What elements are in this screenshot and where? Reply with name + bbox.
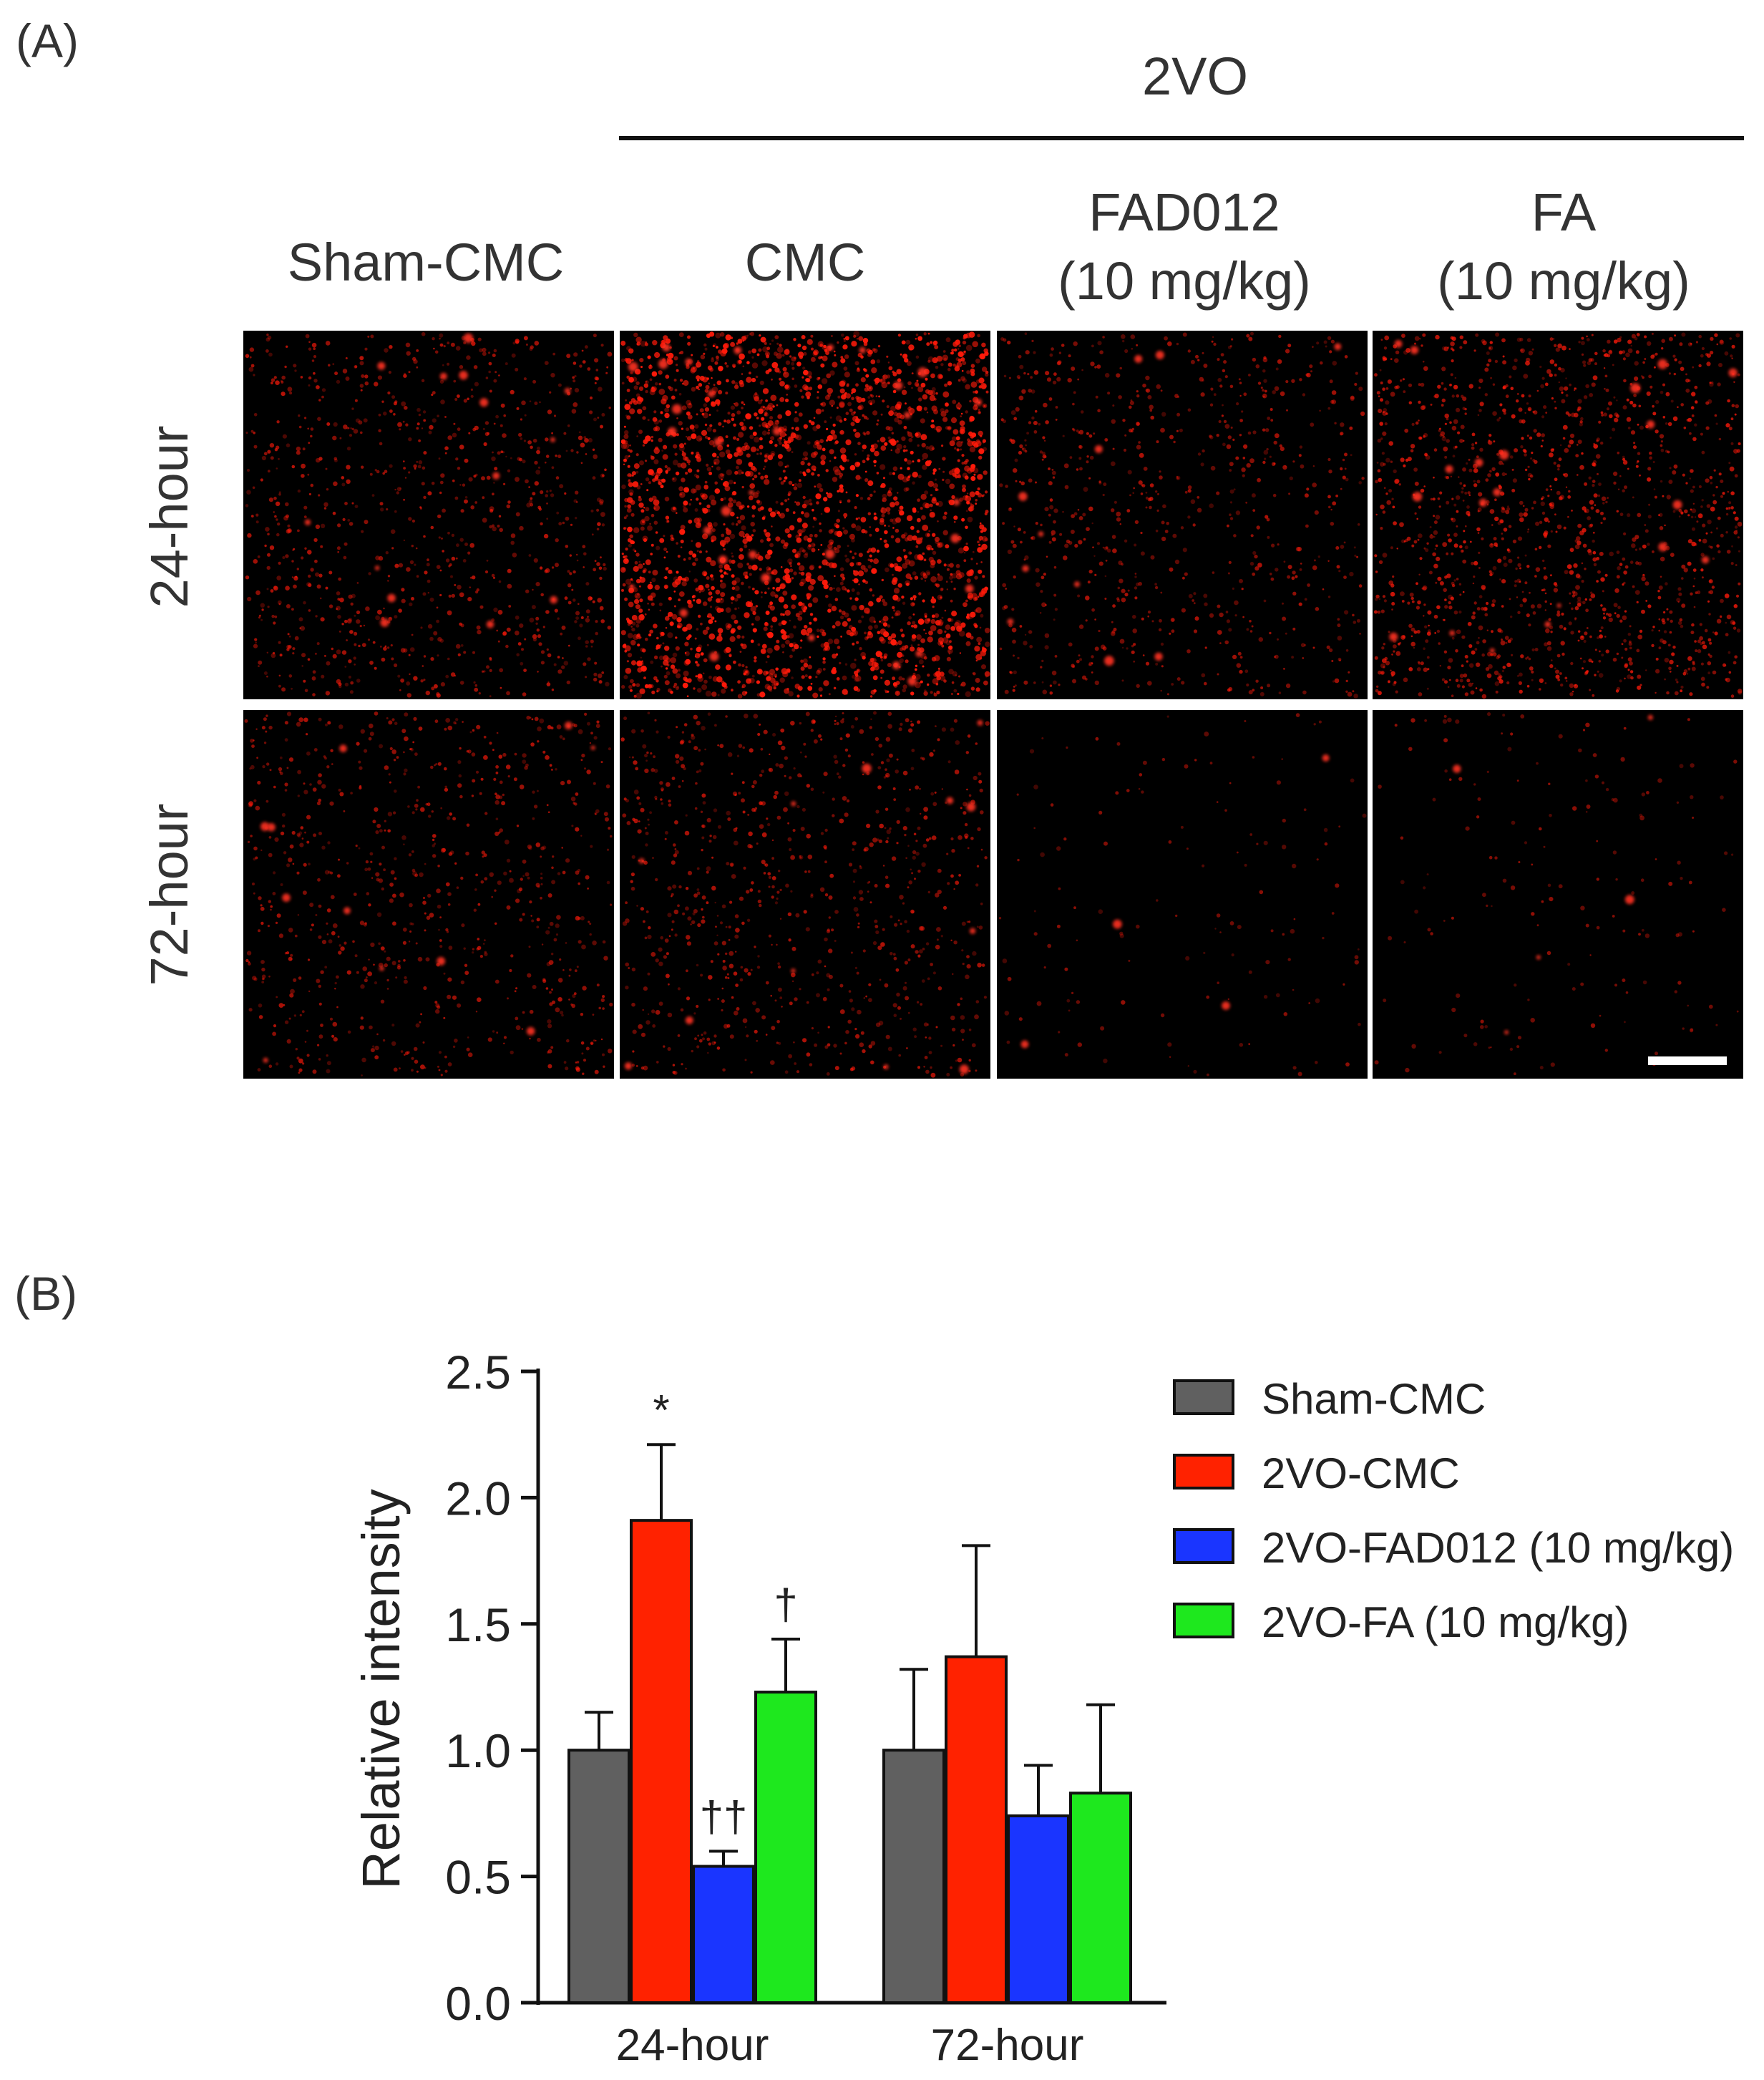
y-tick-label: 2.5 (445, 1346, 511, 1399)
row-label-72-hour: 72-hour (140, 803, 199, 986)
legend-label: 2VO-FAD012 (10 mg/kg) (1262, 1524, 1734, 1572)
micrograph-grid (243, 331, 1743, 1079)
column-header-cmc: CMC (745, 233, 866, 292)
bar-2vo-fa-10-mg-kg--24-hour (754, 1691, 817, 2004)
legend-swatch (1173, 1603, 1234, 1638)
y-tick-label: 0.5 (445, 1851, 511, 1904)
micrograph-tile-24-hour-col1 (243, 331, 614, 699)
column-headers: Sham-CMC CMC FAD012 (10 mg/kg) FA (10 mg… (288, 183, 1690, 311)
bar-2vo-fad012-10-mg-kg--72-hour (1007, 1814, 1070, 2004)
row-labels: 24-hour 72-hour (140, 425, 199, 986)
legend-label: 2VO-CMC (1262, 1449, 1460, 1497)
legend-swatch (1173, 1379, 1234, 1415)
legend-label: 2VO-FA (10 mg/kg) (1262, 1598, 1629, 1646)
column-header-fad012-dose: (10 mg/kg) (1058, 251, 1311, 311)
legend-item: Sham-CMC (1173, 1375, 1486, 1423)
bar-2vo-cmc-72-hour (945, 1655, 1008, 2005)
column-header-fa-dose: (10 mg/kg) (1437, 251, 1690, 311)
bar-sham-cmc-72-hour (882, 1749, 945, 2004)
y-tick-label: 1.0 (445, 1724, 511, 1777)
micrograph-tile-72-hour-col1 (243, 710, 614, 1079)
panel-b-label: (B) (14, 1267, 77, 1320)
legend-item: 2VO-CMC (1173, 1449, 1460, 1497)
bar-2vo-cmc-24-hour (630, 1519, 693, 2005)
group-label-2vo: 2VO (1142, 47, 1248, 106)
column-header-fad012: FAD012 (1088, 183, 1280, 242)
significance-marker: †† (700, 1792, 748, 1840)
chart-legend: Sham-CMC 2VO-CMC 2VO-FAD012 (10 mg/kg) 2VO-… (1173, 1375, 1734, 1646)
bar-2vo-fa-10-mg-kg--72-hour (1069, 1792, 1132, 2005)
panel-a: (A) 2VO Sham-CMC CMC FAD012 (10 mg/kg) F… (16, 14, 1744, 1079)
row-label-24-hour: 24-hour (140, 425, 199, 608)
legend-label: Sham-CMC (1262, 1375, 1486, 1423)
micrograph-tile-24-hour-col4 (1373, 331, 1743, 699)
x-tick-label: 72-hour (931, 2021, 1084, 2070)
y-tick-label: 1.5 (445, 1598, 511, 1651)
y-tick-label: 2.0 (445, 1472, 511, 1525)
legend-swatch (1173, 1454, 1234, 1489)
significance-marker: * (653, 1386, 669, 1434)
scale-bar (1648, 1056, 1727, 1065)
y-tick-label: 0.0 (445, 1977, 511, 2030)
panel-b: (B) 0.0 0.5 1.0 1.5 2.0 2.5 Relative intensity… (14, 1267, 1734, 2070)
micrograph-tile-72-hour-col2 (620, 710, 990, 1079)
legend-item: 2VO-FAD012 (10 mg/kg) (1173, 1524, 1734, 1572)
micrograph-tile-72-hour-col4 (1373, 710, 1743, 1079)
legend-item: 2VO-FA (10 mg/kg) (1173, 1598, 1629, 1646)
panel-a-label: (A) (16, 14, 79, 67)
micrograph-tile-24-hour-col2 (620, 331, 990, 699)
micrograph-tile-72-hour-col3 (997, 710, 1368, 1079)
bar-2vo-fad012-10-mg-kg--24-hour (692, 1865, 755, 2005)
column-header-sham-cmc: Sham-CMC (288, 233, 564, 292)
legend-swatch (1173, 1528, 1234, 1564)
y-axis-label: Relative intensity (351, 1489, 411, 1889)
micrograph-tile-24-hour-col3 (997, 331, 1368, 699)
column-header-fa: FA (1531, 183, 1597, 242)
bar-sham-cmc-24-hour (567, 1749, 630, 2004)
x-tick-label: 24-hour (616, 2021, 769, 2070)
significance-marker: † (774, 1580, 797, 1628)
